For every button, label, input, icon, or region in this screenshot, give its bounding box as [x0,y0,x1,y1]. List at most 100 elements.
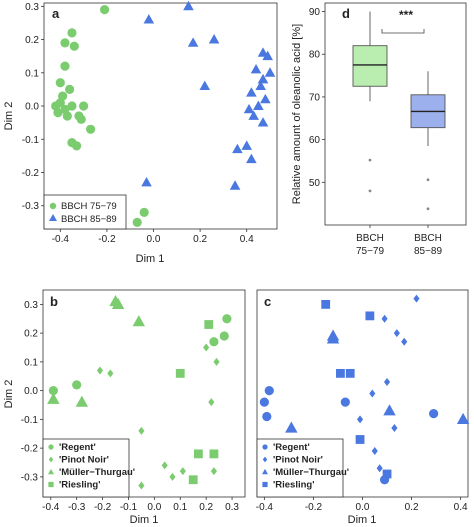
panel-c-point-diamond [393,329,400,338]
panel-d-boxplot: d 50 60 70 80 90 BBCH 75−79 BBCH 85−89 *** Rela… [291,2,467,257]
panel-d-x-tick-label: 85−89 [414,246,443,257]
panel-d-ylabel: Relative amount of oleanolic acid [%] [291,24,303,204]
panel-a-point-series-2 [250,63,262,74]
panel-b-x-tick-label: -0.2 [94,502,112,513]
panel-a-x-tick-label: 0.4 [240,234,254,245]
panel-d-significance-bracket: *** [381,8,425,34]
panel-d-boxes [352,11,446,211]
panel-c-legend: 'Regent' 'Pinot Noir''Müller−Thurgau' 'Rie… [256,438,349,498]
panel-b-point-triangle [132,315,146,327]
panel-b-point-triangle [75,395,89,407]
panel-a-points [51,0,276,227]
panel-c-point-triangle [326,332,340,344]
panel-c-point-square [382,469,392,479]
panel-b-point-circle [222,314,232,324]
panel-b-x-tick-label: -0.4 [42,502,60,513]
panel-b-y-tick-label: 0.0 [24,386,38,397]
panel-a-point-series-1 [139,207,149,217]
panel-b-ylabel: Dim 2 [3,380,15,409]
panel-a-point-series-1 [99,5,110,15]
panel-b-point-diamond [138,481,145,490]
panel-a-x-tick-label: -0.4 [52,234,70,245]
panel-b-x-tick-label: 0.1 [173,502,187,513]
legend-circle-icon [48,444,54,450]
panel-b-x-tick-label: -0.1 [120,502,138,513]
panel-a-point-series-2 [260,93,271,104]
panel-a-y-ticks: 0.3 0.2 0.1 0.0 -0.1 -0.2 -0.3 [22,2,44,212]
panel-d-y-tick-label: 60 [309,135,321,146]
panel-b-point-diamond [213,357,220,366]
panel-a-point-series-2 [187,37,199,47]
panel-a-point-series-2 [264,67,276,77]
panel-b-point-square [188,475,198,485]
panel-c-point-square [345,368,355,378]
panel-b-point-square [204,320,214,329]
panel-b-legend: 'Regent' 'Pinot Noir''Müller−Thurgau' 'Rie… [42,438,135,498]
panel-c-point-diamond [413,294,420,303]
panel-d-y-tick-label: 50 [309,178,321,189]
panel-b-legend-item-1: 'Regent' [59,442,96,453]
box-iqr [352,45,388,87]
panel-c-point-diamond [356,415,364,424]
panel-b-y-tick-label: -0.1 [21,415,39,426]
panel-d-y-tick-label: 90 [309,7,321,18]
panel-a-legend: BBCH 75−79 BBCH 85−89 [43,194,127,230]
panel-b-point-triangle [47,392,60,404]
panel-a-point-series-1 [67,101,77,111]
panel-c-legend-item-1: 'Regent' [273,442,310,453]
legend-circle-icon [262,444,268,450]
panel-b-point-diamond [107,369,114,378]
panel-a-point-series-2 [262,50,273,61]
panel-a-point-series-2 [229,180,241,190]
panel-b-point-diamond [138,426,145,435]
panel-a-scatter: a -0.4 -0.2 0.0 0.2 0.4 0.3 0.2 0.1 0.0 -0.1 -0.2… [3,0,278,265]
panel-c-xlabel: Dim 1 [348,514,377,526]
panel-a-ylabel: Dim 2 [3,102,15,131]
panel-b-point-circle [48,386,58,396]
panel-c-label: c [264,294,271,309]
panel-c-x-tick-label: 0.2 [405,502,419,513]
panel-c-x-tick-label: 0.4 [454,502,468,513]
panel-a-x-tick-label: -0.2 [98,234,116,245]
panel-d-x-tick-label: BBCH [414,233,442,244]
panel-a-point-series-1 [62,111,72,121]
panel-b-point-square [209,449,219,459]
panel-c-point-circle [262,411,272,422]
legend-square-icon [262,481,268,488]
panel-a-legend-item-1: BBCH 75−79 [61,201,117,212]
panel-a-x-tick-label: 0.2 [193,234,207,245]
panel-b-legend-item-3: 'Müller−Thurgau' [59,467,135,478]
panel-c-x-tick-label: 0.0 [356,502,370,513]
panel-b-legend-box [42,438,130,498]
legend-triangle-icon [49,214,57,221]
panel-c-x-tick-label: -0.2 [305,502,323,513]
panel-a-point-series-1 [60,61,70,71]
panel-c-point-square [336,368,345,378]
legend-triangle-icon [48,468,54,475]
panel-b-point-diamond [96,366,104,375]
panel-c-x-ticks: -0.4 -0.2 0.0 0.2 0.4 [256,497,468,513]
box-outlier [368,189,372,193]
panel-b-y-tick-label: 0.1 [24,357,38,368]
panel-b-x-tick-label: -0.3 [68,502,86,513]
panel-a-point-series-2 [246,153,257,164]
box-outlier [368,158,372,162]
panel-d-x-labels: BBCH 75−79 BBCH 85−89 [356,225,443,257]
panel-c-point-square [355,435,365,444]
panel-a-y-tick-label: 0.2 [25,35,39,46]
panel-a-point-series-2 [232,143,243,154]
panel-d-y-tick-label: 80 [309,50,321,61]
panel-c-scatter: c -0.4 -0.2 0.0 0.2 0.4 Dim 1 'Regent' 'Pinot… [256,289,470,526]
panel-a-point-series-1 [60,38,70,48]
panel-b-point-triangle [111,297,125,309]
panel-a-x-ticks: -0.4 -0.2 0.0 0.2 0.4 [52,229,254,245]
panel-b-point-circle [219,331,229,341]
panel-a-point-series-2 [253,100,264,110]
panel-c-point-triangle [383,404,396,416]
panel-c-point-diamond [371,447,378,455]
panel-b-points [47,295,232,490]
panel-a-xlabel: Dim 1 [136,253,165,265]
panel-a-x-tick-label: 0.0 [147,234,161,245]
panel-c-point-triangle [285,421,298,433]
